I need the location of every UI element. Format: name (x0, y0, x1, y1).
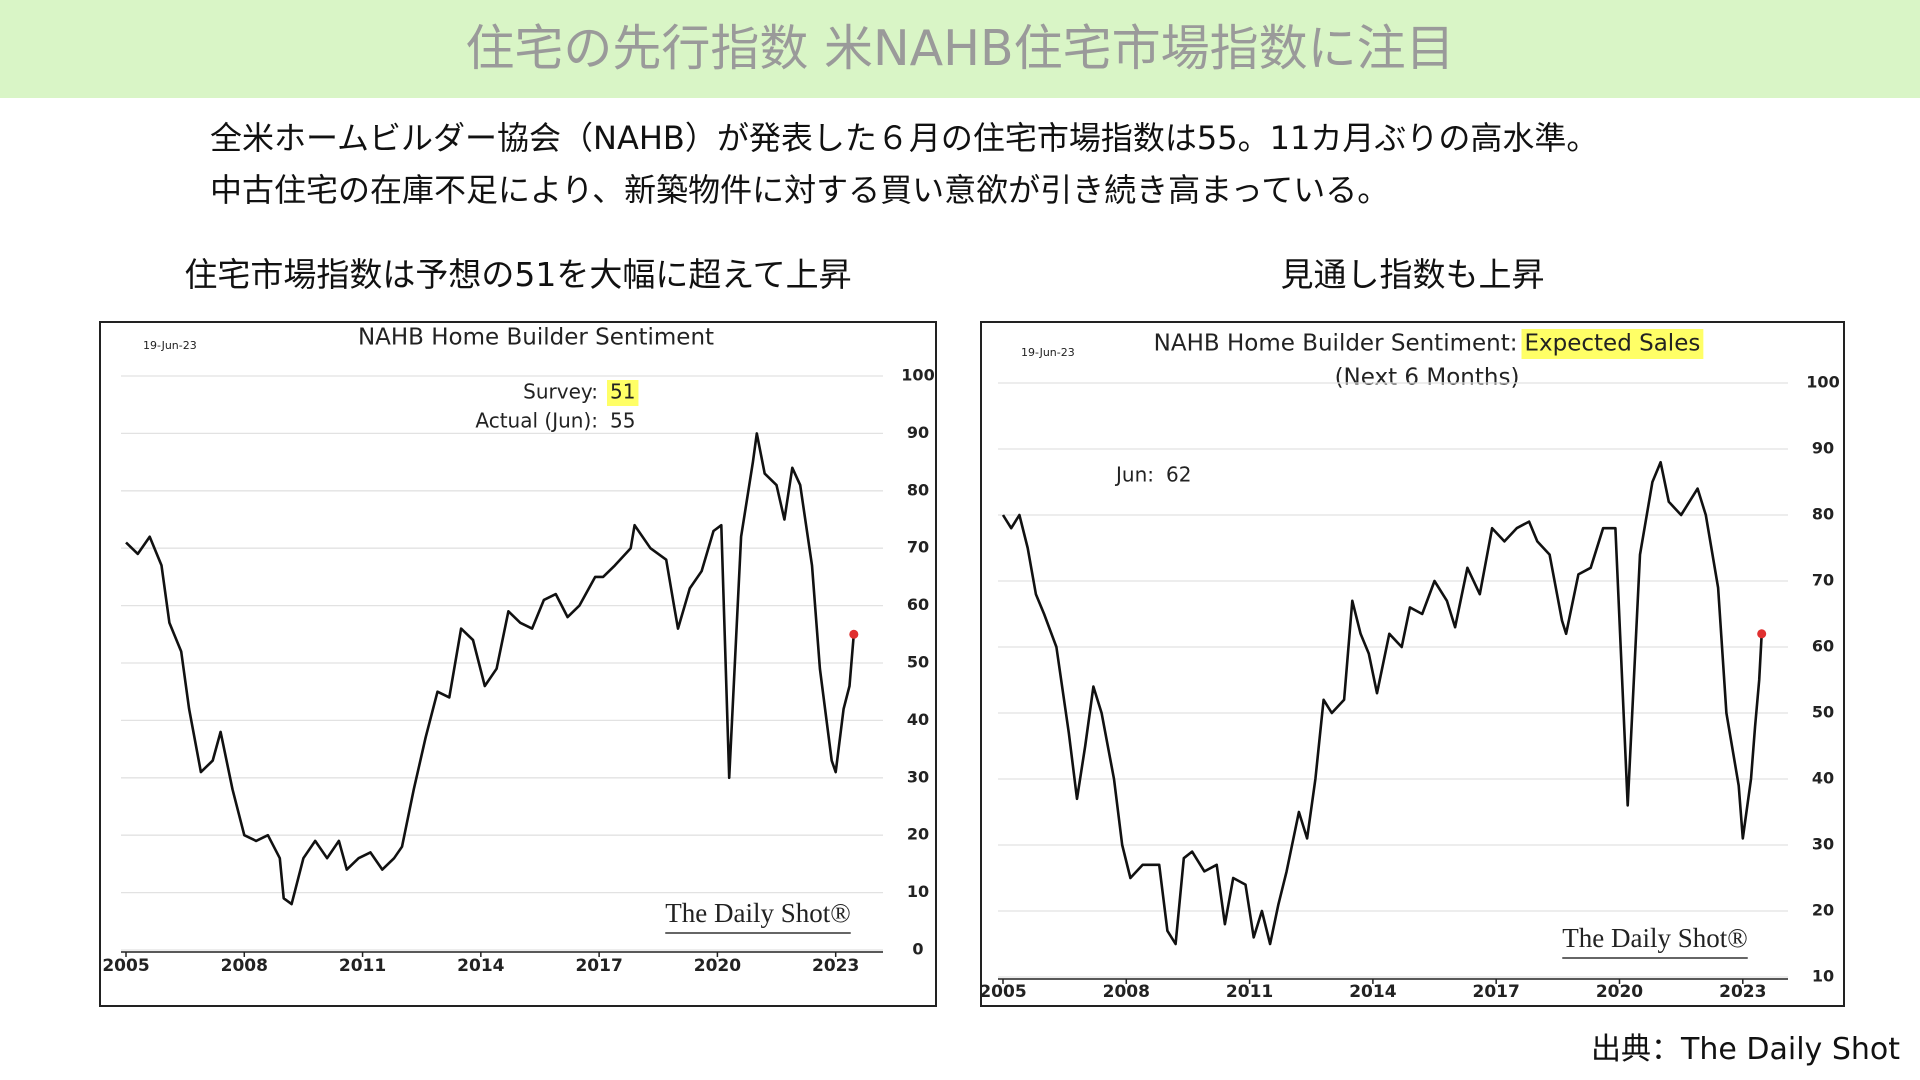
x-tick-label: 2017 (1473, 982, 1520, 1002)
y-tick-label: 10 (1812, 967, 1834, 986)
header-title: 住宅の先行指数 米NAHB住宅市場指数に注目 (0, 0, 1920, 98)
y-tick-label: 40 (1812, 769, 1834, 788)
lead-line: 全米ホームビルダー協会（NAHB）が発表した６月の住宅市場指数は55。11カ月ぶ… (210, 119, 1599, 157)
y-tick-label: 90 (907, 423, 929, 442)
x-tick-label: 2005 (102, 956, 149, 976)
y-tick-label: 80 (1812, 505, 1834, 524)
annotation-highlight (607, 380, 639, 406)
lead-line: 中古住宅の在庫不足により、新築物件に対する買い意欲が引き続き高まっている。 (210, 171, 1390, 209)
annotation-value: 51 (610, 380, 635, 404)
y-tick-label: 50 (907, 653, 929, 672)
x-tick-label: 2005 (982, 982, 1027, 1002)
y-tick-label: 30 (907, 767, 929, 786)
annotation-value: 62 (1166, 463, 1191, 487)
line-series (125, 432, 856, 906)
x-tick-label: 2023 (1719, 982, 1766, 1002)
chart-caption: 住宅市場指数は予想の51を大幅に超えて上昇 (184, 255, 852, 294)
x-tick-label: 2020 (694, 956, 741, 976)
chart-title-highlight: Expected Sales (1525, 331, 1701, 357)
chart: 19-Jun-23 NAHB Home Builder Sentiment Surv… (102, 325, 934, 977)
source: 出典：The Daily Shot (1591, 1032, 1900, 1067)
y-tick-label: 70 (1812, 571, 1834, 590)
line-series (1001, 460, 1763, 946)
title-highlight-bg (1521, 329, 1704, 359)
y-tick-label: 30 (1812, 835, 1834, 854)
chart-date: 19-Jun-23 (143, 339, 197, 352)
x-tick-label: 2017 (575, 956, 622, 976)
chart-subtitle: (Next 6 Months) (1335, 365, 1520, 391)
x-tick-label: 2011 (339, 956, 386, 976)
chart-caption: 見通し指数も上昇 (1280, 255, 1545, 294)
annotation-label: Jun: (1114, 463, 1154, 487)
chart-frame: 19-Jun-23 NAHB Home Builder Sentiment: Exp… (980, 321, 1845, 1007)
x-tick-label: 2008 (221, 956, 268, 976)
y-tick-label: 100 (1806, 373, 1839, 392)
y-tick-label: 0 (912, 940, 923, 959)
chart-date: 19-Jun-23 (1021, 346, 1075, 359)
x-tick-label: 2011 (1226, 982, 1273, 1002)
x-tick-label: 2008 (1103, 982, 1150, 1002)
last-point (849, 629, 859, 639)
watermark: The Daily Shot® (665, 898, 851, 928)
chart: 19-Jun-23 NAHB Home Builder Sentiment: Exp… (982, 329, 1840, 1002)
x-tick-label: 2014 (1349, 982, 1396, 1002)
watermark: The Daily Shot® (1562, 923, 1748, 953)
y-tick-label: 10 (907, 882, 929, 901)
y-tick-label: 100 (901, 366, 934, 385)
y-tick-label: 90 (1812, 439, 1834, 458)
chart-title: NAHB Home Builder Sentiment: (1154, 331, 1518, 357)
lead: 全米ホームビルダー協会（NAHB）が発表した６月の住宅市場指数は55。11カ月ぶ… (210, 112, 1598, 216)
last-point (1757, 629, 1767, 639)
y-tick-label: 60 (1812, 637, 1834, 656)
chart-frame: 19-Jun-23 NAHB Home Builder Sentiment Surv… (99, 321, 937, 1007)
y-tick-label: 40 (907, 710, 929, 729)
y-tick-label: 70 (907, 538, 929, 557)
x-tick-label: 2020 (1596, 982, 1643, 1002)
y-tick-label: 50 (1812, 703, 1834, 722)
annotation-label: Survey: (523, 380, 598, 404)
y-tick-label: 20 (907, 825, 929, 844)
chart-title: NAHB Home Builder Sentiment (358, 325, 714, 351)
annotation-value: 55 (610, 409, 635, 433)
y-tick-label: 80 (907, 480, 929, 499)
y-tick-label: 20 (1812, 901, 1834, 920)
x-tick-label: 2014 (457, 956, 504, 976)
x-tick-label: 2023 (812, 956, 859, 976)
y-tick-label: 60 (907, 595, 929, 614)
annotation-label: Actual (Jun): (475, 409, 598, 433)
